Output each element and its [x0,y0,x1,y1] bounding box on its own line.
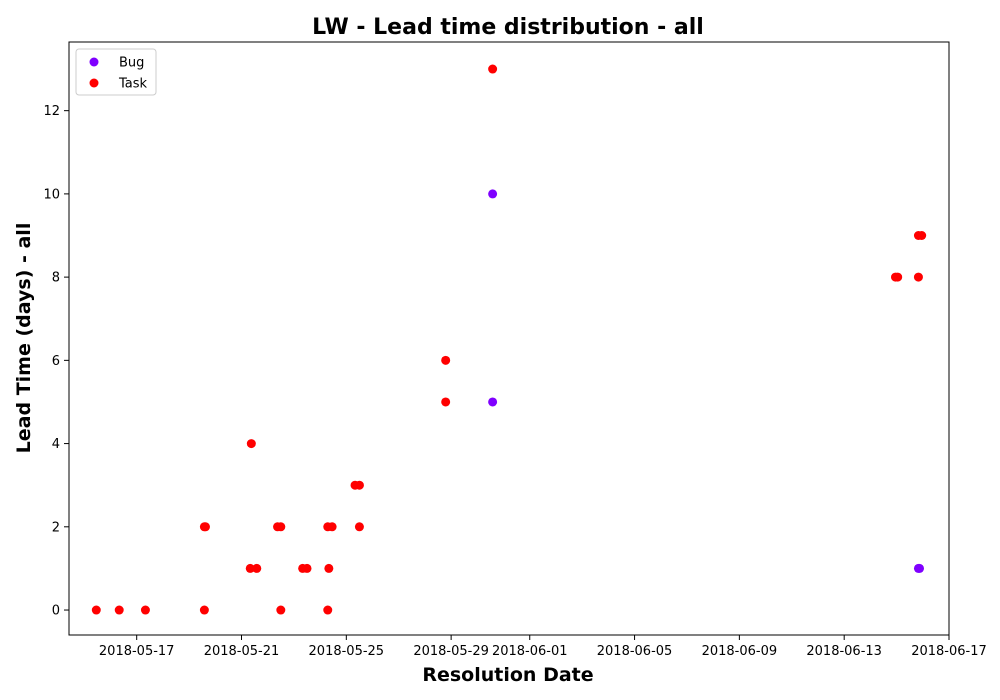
task-point [91,605,101,615]
y-tick-label: 4 [52,437,60,452]
task-point [276,522,286,532]
x-tick-label: 2018-05-25 [309,644,385,659]
x-tick-label: 2018-05-17 [99,644,175,659]
bug-point [915,563,925,573]
axes-frame [68,41,950,636]
bug-point [488,397,498,407]
task-point [441,397,451,407]
task-point [327,522,337,532]
chart-title: LW - Lead time distribution - all [312,15,704,40]
task-point [893,272,903,282]
x-tick-label: 2018-06-17 [911,644,987,659]
y-tick-label: 8 [52,271,60,286]
task-point [246,439,256,449]
task-point [302,563,312,573]
y-tick-label: 0 [52,604,60,619]
x-tick-label: 2018-06-13 [806,644,882,659]
x-tick-label: 2018-05-21 [204,644,280,659]
legend-marker-bug [89,57,99,67]
task-point [913,272,923,282]
x-tick-label: 2018-06-01 [492,644,568,659]
task-point [276,605,286,615]
x-tick-label: 2018-06-05 [597,644,673,659]
x-axis: 2018-05-17 2018-05-21 2018-05-25 2018-05-29… [99,635,987,659]
x-tick-label: 2018-05-29 [413,644,489,659]
task-point [441,355,451,365]
legend-label-task: Task [118,77,148,92]
plot-area [91,64,927,615]
y-axis: 0 2 4 6 8 10 12 [43,104,69,619]
task-point [114,605,124,615]
y-axis-label: Lead Time (days) - all [13,223,35,454]
legend: Bug Task [75,48,157,96]
task-point [917,231,927,241]
task-point [252,563,262,573]
task-point [354,480,364,490]
bug-point [488,189,498,199]
task-point [488,64,498,74]
legend-marker-task [89,78,99,88]
y-tick-label: 10 [43,187,60,202]
task-point [324,563,334,573]
y-tick-label: 2 [52,520,60,535]
task-point [199,605,209,615]
task-point [200,522,210,532]
task-point [323,605,333,615]
x-axis-label: Resolution Date [422,664,593,686]
legend-label-bug: Bug [119,56,144,71]
task-point [245,563,255,573]
y-tick-label: 6 [52,354,60,369]
y-tick-label: 12 [43,104,60,119]
task-point [354,522,364,532]
task-point [140,605,150,615]
x-tick-label: 2018-06-09 [702,644,778,659]
